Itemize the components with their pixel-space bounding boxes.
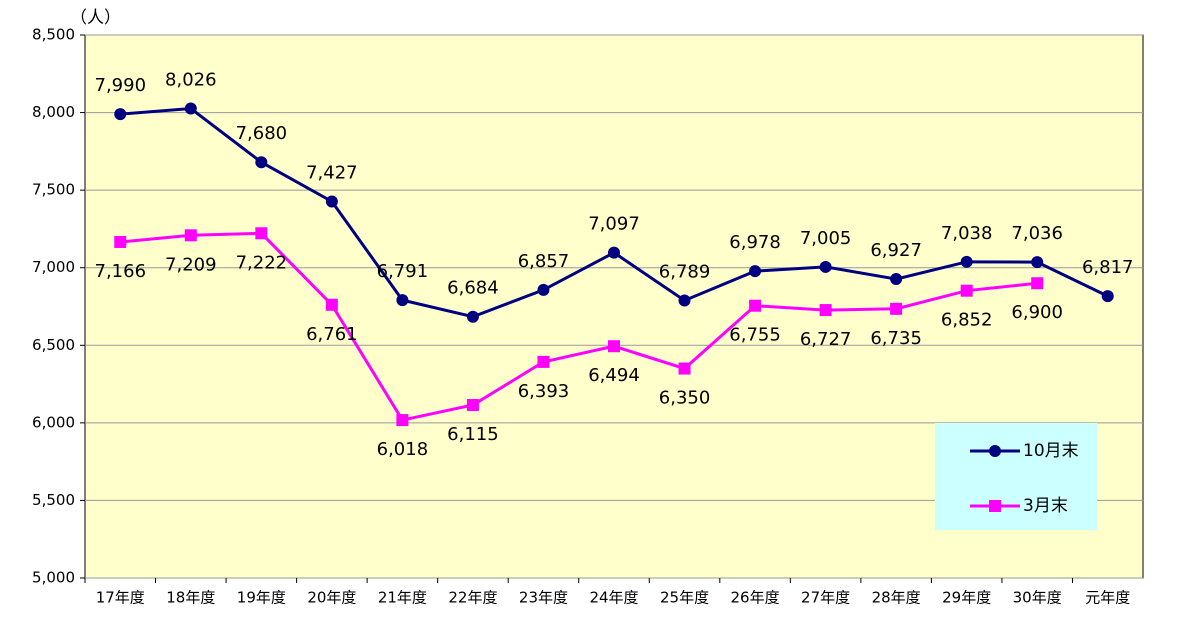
point [678,294,691,307]
data-label: 6,761 [306,324,358,345]
data-label: 6,393 [518,381,570,402]
x-tick-label: 27年度 [801,589,850,607]
legend-box [935,423,1097,530]
data-label: 6,684 [447,278,499,299]
x-tick-label: 19年度 [237,589,286,607]
data-label: 6,735 [870,328,922,349]
point [749,265,762,278]
x-tick-label: 25年度 [660,589,709,607]
point [184,229,197,242]
point [678,362,691,375]
y-tick-label: 8,000 [32,103,75,121]
data-label: 6,900 [1011,302,1063,323]
point [1101,290,1114,303]
data-label: 7,209 [165,254,217,275]
data-label: 7,680 [236,123,288,144]
x-tick-label: 26年度 [731,589,780,607]
x-tick-label: 元年度 [1085,589,1130,607]
data-label: 7,166 [95,261,147,282]
point [396,294,409,307]
data-label: 6,817 [1082,257,1134,278]
data-label: 6,852 [941,310,993,331]
data-label: 6,350 [659,388,711,409]
legend-label: 3月末 [1023,496,1068,516]
x-tick-label: 21年度 [378,589,427,607]
point [749,299,762,312]
point [608,246,620,259]
data-label: 7,005 [800,228,852,249]
data-label: 7,222 [236,252,288,273]
point [960,284,973,297]
data-label: 6,857 [518,251,570,272]
legend-marker [989,445,1001,457]
point [255,156,268,169]
data-label: 6,789 [659,261,711,282]
point [466,399,479,412]
data-label: 6,018 [377,439,429,460]
point [819,260,832,273]
data-label: 6,791 [377,261,429,282]
data-label: 7,990 [95,75,147,96]
point [325,298,338,311]
y-tick-label: 6,500 [32,336,75,354]
point [184,102,197,115]
point [890,273,903,286]
y-tick-label: 6,000 [32,413,75,431]
y-tick-label: 5,500 [32,491,75,509]
point [325,195,338,208]
legend-marker [989,500,1001,512]
point [396,414,409,427]
point [537,355,550,368]
point [890,302,903,315]
data-label: 7,036 [1011,223,1063,244]
data-label: 6,115 [447,424,499,445]
x-tick-label: 23年度 [519,589,568,607]
point [537,283,550,296]
data-label: 7,097 [588,214,640,235]
x-tick-label: 28年度 [872,589,921,607]
y-tick-label: 7,000 [32,258,75,276]
x-tick-label: 17年度 [96,589,145,607]
data-label: 8,026 [165,70,217,91]
point [1031,256,1044,269]
x-tick-label: 29年度 [942,589,991,607]
point [1031,277,1044,290]
x-tick-label: 30年度 [1013,589,1062,607]
point [960,255,973,268]
x-tick-label: 24年度 [589,589,638,607]
data-label: 6,494 [588,365,640,386]
y-tick-label: 8,500 [32,26,75,44]
point [114,235,127,248]
point [114,108,127,121]
point [255,227,268,240]
data-label: 6,978 [729,232,781,253]
data-label: 6,755 [729,325,781,346]
y-unit: （人） [70,8,121,28]
point [819,304,832,317]
legend-label: 10月末 [1023,441,1079,461]
x-tick-label: 22年度 [448,589,497,607]
x-tick-label: 20年度 [307,589,356,607]
data-label: 7,427 [306,162,358,183]
x-tick-label: 18年度 [166,589,215,607]
point [608,340,620,353]
y-tick-label: 7,500 [32,181,75,199]
y-tick-label: 5,000 [32,569,75,587]
point [466,310,479,323]
series-line [120,231,1038,422]
data-label: 6,727 [800,329,852,350]
data-label: 6,927 [870,240,922,261]
data-label: 7,038 [941,223,993,244]
